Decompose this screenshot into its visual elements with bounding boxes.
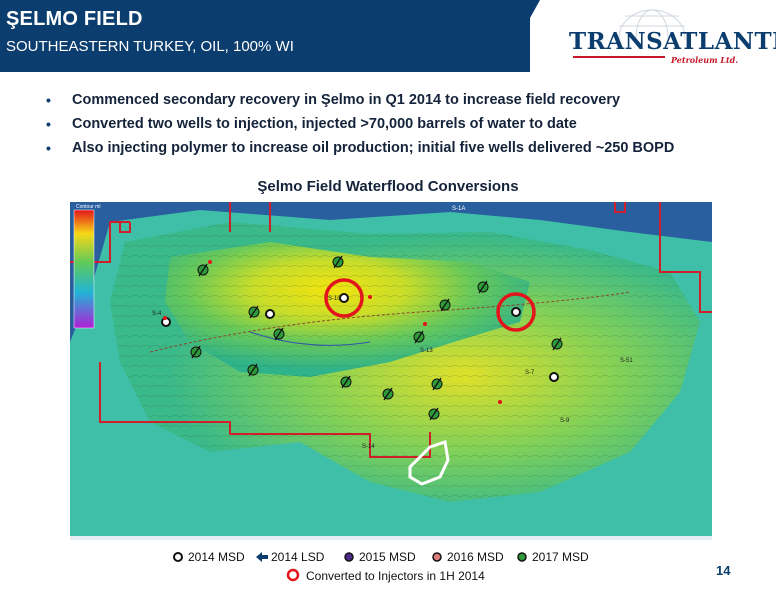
bullet-dot-icon: • — [46, 92, 51, 108]
well-label: S-14 — [362, 444, 375, 450]
legend-label: 2014 LSD — [271, 550, 325, 564]
purple-dot-icon — [344, 552, 354, 562]
page-subtitle: SOUTHEASTERN TURKEY, OIL, 100% WI — [6, 38, 294, 55]
bullet-dot-icon: • — [46, 116, 51, 132]
bullet-item: • Also injecting polymer to increase oil … — [22, 136, 762, 160]
page-number: 14 — [716, 563, 731, 578]
pink-dot-icon — [432, 552, 442, 562]
scale-label: Contour ml — [76, 204, 100, 210]
legend-label: 2016 MSD — [447, 550, 504, 564]
red-ring-icon — [286, 568, 300, 582]
map-legend: 2014 MSD 2014 LSD 2015 MSD 2016 MSD 2017… — [0, 549, 776, 589]
bullet-text: Also injecting polymer to increase oil p… — [72, 140, 675, 156]
legend-label: Converted to Injectors in 1H 2014 — [306, 569, 485, 583]
well-label: S-1A — [452, 206, 465, 212]
well-label: S-9 — [560, 418, 570, 424]
well-label: S-4 — [152, 311, 162, 317]
logo-tagline: Petroleum Ltd. — [671, 55, 739, 65]
well-label: S-7 — [525, 370, 535, 376]
well-label: S-51 — [620, 358, 633, 364]
legend-label: 2015 MSD — [359, 550, 416, 564]
title-band-wedge — [500, 0, 540, 72]
logo-underline — [573, 56, 665, 58]
bullet-item: • Converted two wells to injection, injec… — [22, 112, 762, 136]
legend-label: 2014 MSD — [188, 550, 245, 564]
bullet-dot-icon: • — [46, 140, 51, 156]
title-band — [0, 0, 530, 72]
well-markers-2014 — [161, 293, 559, 382]
well-label: S-10 — [328, 296, 341, 302]
logo-wordmark: TRANSATLANTIC — [569, 28, 776, 55]
injector-circle — [496, 292, 536, 332]
field-map: Contour ml S-1A S-14 S-10 S-13 S-7 S-51 … — [70, 202, 712, 540]
bullet-text: Commenced secondary recovery in Şelmo in… — [72, 92, 621, 108]
white-dot-icon — [173, 552, 183, 562]
legend-label: 2017 MSD — [532, 550, 589, 564]
green-dot-icon — [517, 552, 527, 562]
injector-circle — [324, 278, 364, 318]
page-title: ŞELMO FIELD — [6, 8, 143, 30]
bullet-text: Converted two wells to injection, inject… — [72, 116, 577, 132]
header: ŞELMO FIELD SOUTHEASTERN TURKEY, OIL, 10… — [0, 0, 776, 72]
bullet-item: • Commenced secondary recovery in Şelmo i… — [22, 88, 762, 112]
map-title: Şelmo Field Waterflood Conversions — [257, 178, 519, 195]
company-logo: TRANSATLANTIC Petroleum Ltd. — [565, 6, 776, 66]
contour-map-image: Contour ml S-1A S-14 S-10 S-13 S-7 S-51 … — [70, 202, 712, 540]
bullet-list: • Commenced secondary recovery in Şelmo i… — [22, 88, 762, 160]
globe-icon — [618, 9, 686, 40]
well-label: S-13 — [420, 348, 433, 354]
arrow-left-icon — [256, 552, 268, 562]
